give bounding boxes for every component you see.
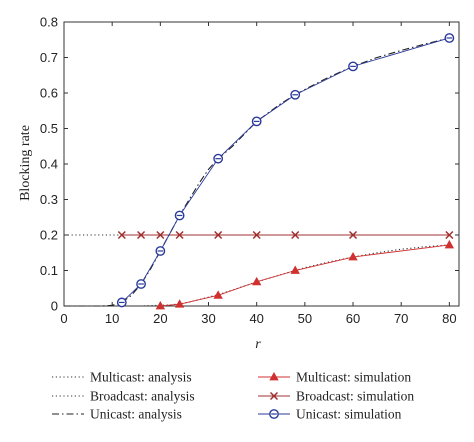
- legend-item-broadcast-simulation: Broadcast: simulation: [258, 389, 414, 404]
- y-tick-label: 0.4: [40, 157, 58, 172]
- legend-marker-stroke: [269, 391, 279, 401]
- x-tick-label: 60: [346, 311, 360, 326]
- y-axis-title: Blocking rate: [18, 125, 33, 201]
- x-axis-title: r: [255, 337, 261, 352]
- y-tick-label: 0.7: [40, 50, 58, 65]
- broadcast-simulation-point-stroke: [156, 230, 165, 240]
- multicast-simulation-line: [160, 244, 450, 307]
- broadcast-simulation-point: [291, 230, 300, 240]
- legend: Multicast: analysis Multicast: simulation…: [52, 370, 414, 422]
- unicast-analysis-line: [64, 37, 450, 307]
- y-tick-label: 0.8: [40, 15, 58, 30]
- broadcast-simulation-point: [117, 230, 126, 240]
- broadcast-simulation-point: [175, 230, 184, 240]
- unicast-simulation-line: [121, 37, 450, 303]
- y-tick-label: 0.3: [40, 192, 58, 207]
- multicast-simulation-point: [174, 299, 185, 308]
- legend-item-unicast-analysis: Unicast: analysis: [52, 407, 182, 422]
- x-tick-label: 10: [105, 311, 119, 326]
- multicast-simulation-point: [348, 251, 358, 261]
- x-tick-label: 20: [153, 311, 167, 326]
- plot-area: 0 10 20 30 40 50 60 70 80 0 0.1 0.2 0.3 0.4 0.5 0.6 0.7 0…: [40, 15, 460, 326]
- legend-marker: [269, 391, 279, 401]
- multicast-simulation-point: [290, 265, 300, 274]
- x-tick-label: 40: [249, 311, 263, 326]
- legend-item-multicast-simulation: Multicast: simulation: [258, 370, 411, 385]
- x-tick-label: 0: [60, 311, 67, 326]
- legend-label: Unicast: analysis: [90, 407, 182, 422]
- y-tick-label: 0.5: [40, 121, 58, 136]
- broadcast-simulation-point: [252, 230, 261, 240]
- unicast-simulation-point: [136, 279, 146, 289]
- legend-label: Broadcast: simulation: [296, 389, 414, 404]
- broadcast-simulation-point: [156, 230, 165, 240]
- y-tick-label: 0.1: [40, 263, 58, 278]
- legend-item-multicast-analysis: Multicast: analysis: [52, 370, 192, 385]
- broadcast-simulation-point-stroke: [252, 230, 261, 240]
- x-tick-label: 30: [201, 311, 215, 326]
- broadcast-simulation-point-stroke: [137, 230, 146, 240]
- broadcast-simulation-point: [445, 230, 454, 240]
- broadcast-simulation-point-stroke: [117, 230, 126, 240]
- legend-label: Broadcast: analysis: [90, 389, 195, 404]
- broadcast-simulation-point: [348, 230, 358, 240]
- unicast-simulation-point: [116, 297, 127, 308]
- multicast-simulation-point: [213, 290, 223, 299]
- legend-marker: [269, 371, 279, 381]
- broadcast-simulation-point-stroke: [348, 230, 358, 240]
- legend-label: Multicast: analysis: [90, 370, 192, 385]
- legend-label: Unicast: simulation: [296, 407, 402, 422]
- x-tick-label: 80: [442, 311, 456, 326]
- legend-label: Multicast: simulation: [296, 370, 411, 385]
- legend-item-broadcast-analysis: Broadcast: analysis: [52, 389, 195, 404]
- broadcast-simulation-point: [137, 230, 146, 240]
- multicast-simulation-point: [155, 300, 166, 310]
- y-tick-label: 0.6: [40, 86, 58, 101]
- multicast-analysis-line: [64, 244, 450, 307]
- legend-item-unicast-simulation: Unicast: simulation: [258, 407, 402, 422]
- plot-frame: [63, 21, 460, 307]
- unicast-simulation-point: [290, 89, 301, 100]
- broadcast-simulation-point: [214, 230, 223, 240]
- unicast-simulation-point: [251, 116, 262, 127]
- broadcast-simulation-point-stroke: [445, 230, 454, 240]
- y-tick-label: 0: [51, 299, 58, 314]
- broadcast-simulation-point-stroke: [291, 230, 300, 240]
- unicast-simulation-point: [155, 246, 166, 256]
- unicast-simulation-point: [348, 61, 358, 72]
- unicast-simulation-point: [213, 153, 224, 164]
- y-tick-label: 0.2: [40, 228, 58, 243]
- x-tick-label: 50: [298, 311, 312, 326]
- multicast-simulation-point: [444, 239, 455, 249]
- unicast-simulation-point: [444, 33, 455, 43]
- multicast-simulation-point: [252, 276, 262, 286]
- unicast-simulation-point: [174, 210, 185, 221]
- broadcast-simulation-point-stroke: [175, 230, 184, 240]
- legend-marker: [269, 409, 279, 419]
- x-tick-label: 70: [394, 311, 408, 326]
- broadcast-simulation-point-stroke: [214, 230, 223, 240]
